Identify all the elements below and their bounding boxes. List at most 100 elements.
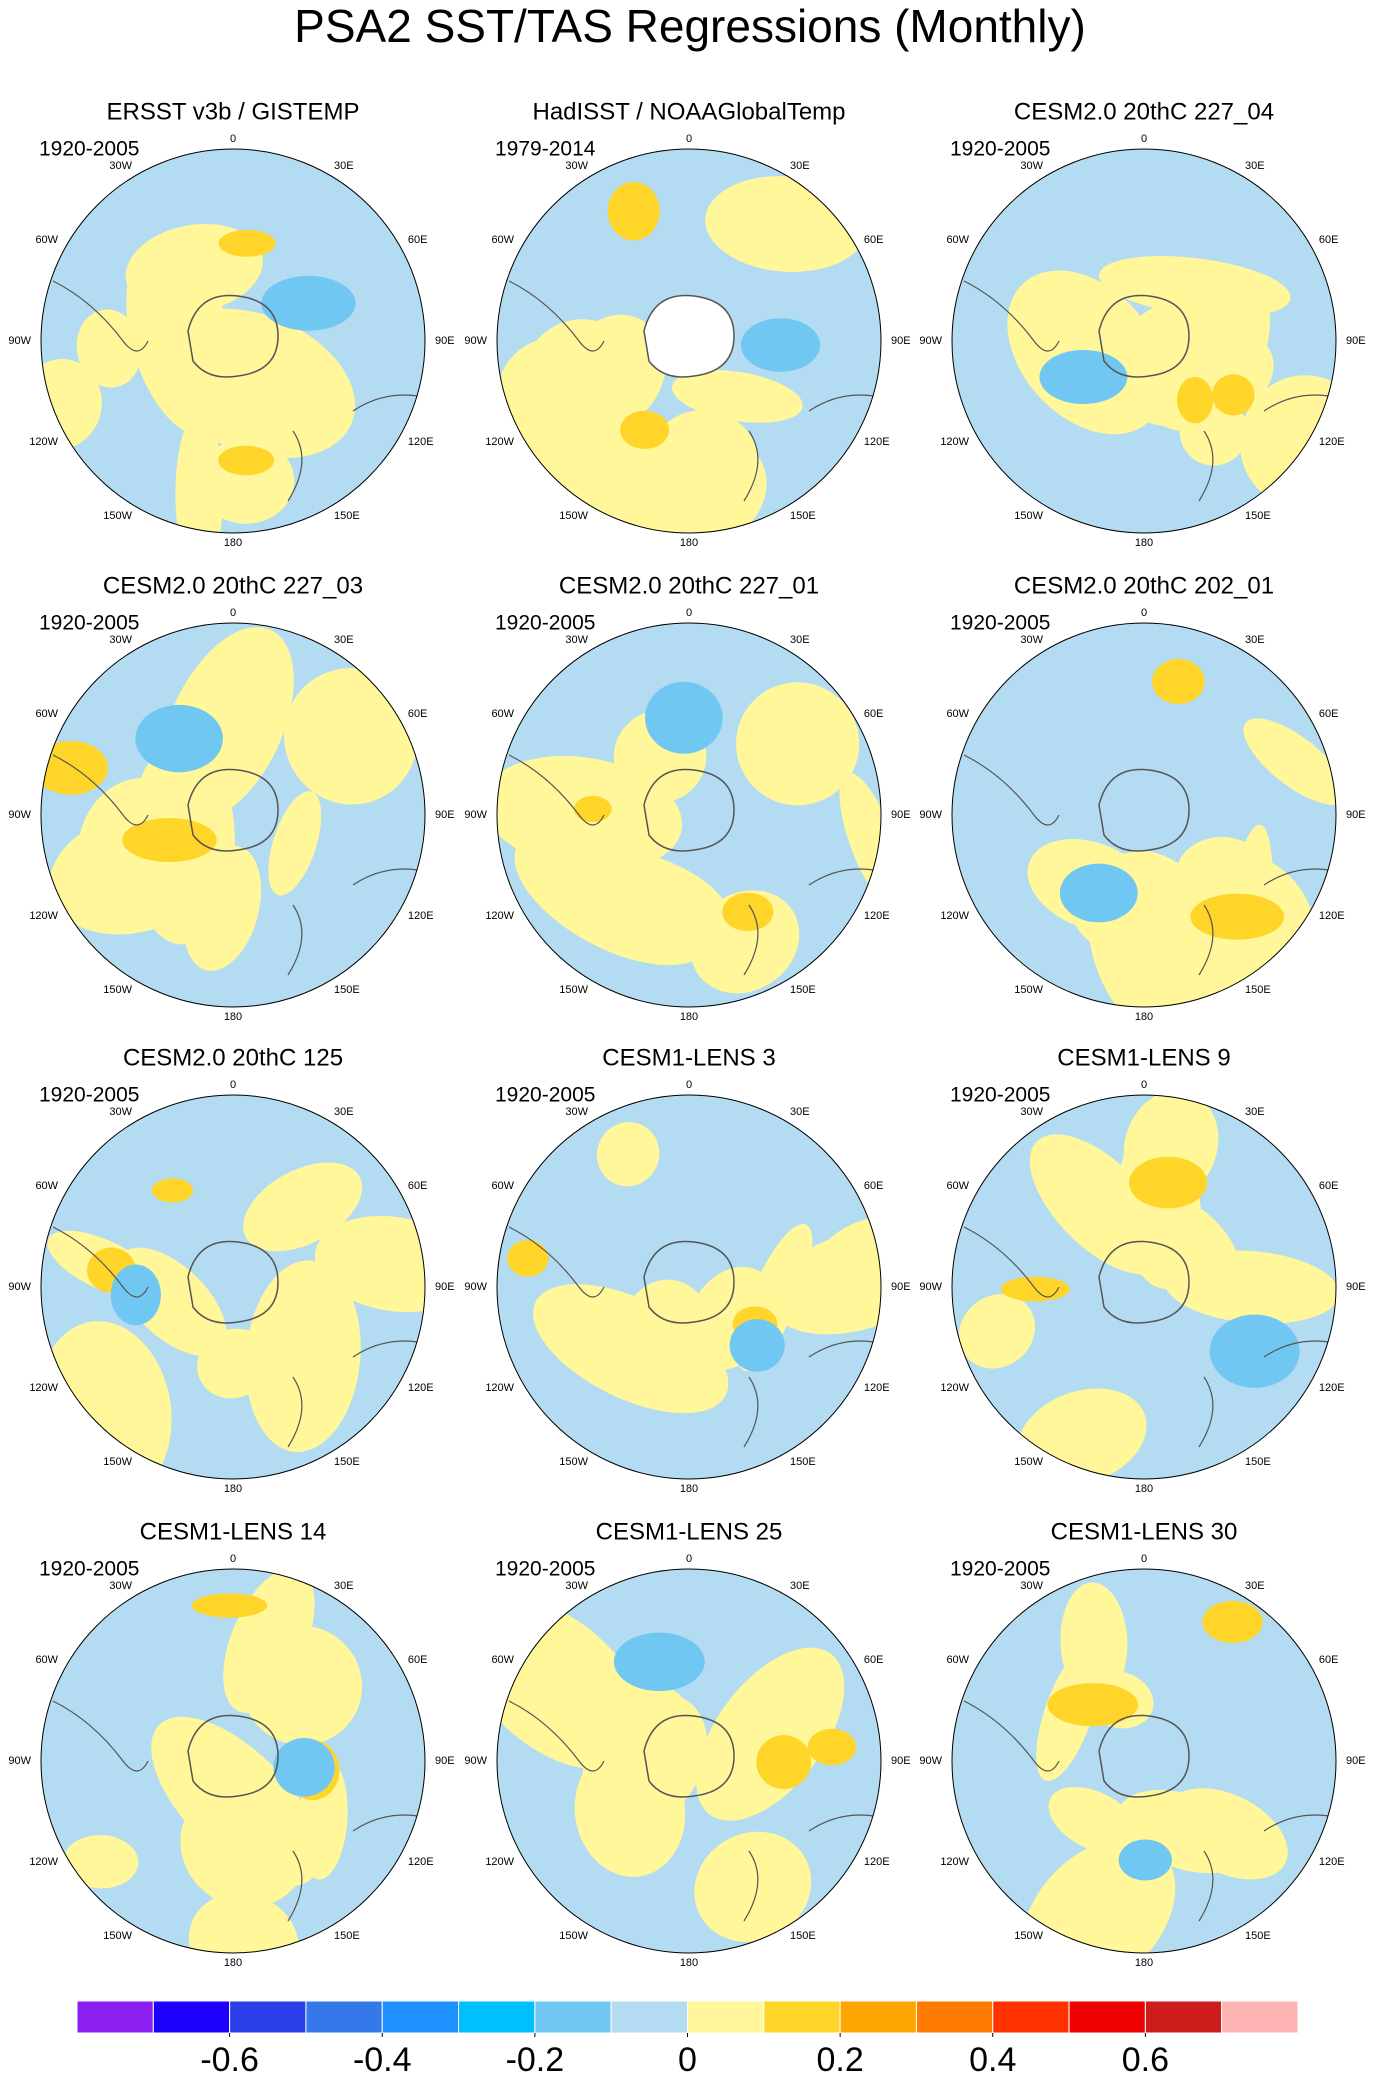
strong-warm-anomaly <box>1152 658 1205 705</box>
coastline <box>963 1700 1330 1922</box>
warm-anomaly <box>958 1294 1036 1369</box>
longitude-label: 120W <box>940 910 969 922</box>
longitude-label: 60W <box>35 1654 58 1666</box>
longitude-label: 120W <box>485 1856 514 1868</box>
longitude-label: 120E <box>1319 436 1345 448</box>
longitude-label: 120W <box>940 1856 969 1868</box>
longitude-label: 180 <box>680 537 698 549</box>
warm-anomaly <box>839 772 881 908</box>
longitude-label: 150W <box>559 1930 588 1942</box>
panel-period: 1920-2005 <box>950 1558 1050 1581</box>
strong-warm-anomaly <box>1202 1600 1263 1643</box>
antarctica <box>643 294 735 378</box>
map <box>952 1095 1336 1479</box>
cool-anomaly <box>110 1264 161 1326</box>
cool-anomaly <box>1118 1839 1172 1881</box>
map-border <box>951 1568 1337 1954</box>
antarctica <box>187 294 279 378</box>
longitude-label: 60E <box>864 708 884 720</box>
longitude-label: 150E <box>334 1456 360 1468</box>
panel-period: 1920-2005 <box>39 612 139 635</box>
longitude-label: 180 <box>1135 537 1153 549</box>
longitude-label: 60W <box>946 1654 969 1666</box>
coastline <box>508 1700 875 1922</box>
strong-warm-anomaly <box>1047 1683 1139 1727</box>
longitude-label: 90W <box>464 1281 487 1293</box>
longitude-label: 90W <box>8 335 31 347</box>
panel-period: 1920-2005 <box>39 1558 139 1581</box>
colorbar-box <box>687 2000 765 2034</box>
longitude-label: 180 <box>1135 1483 1153 1495</box>
colorbar-tick-label: -0.4 <box>353 2041 412 2079</box>
longitude-label: 90E <box>1346 809 1366 821</box>
warm-anomaly <box>63 1835 139 1889</box>
longitude-label: 150E <box>1245 1456 1271 1468</box>
panel-title: CESM1-LENS 14 <box>140 1518 327 1545</box>
cool-anomaly <box>729 1319 785 1372</box>
longitude-label: 120E <box>864 1856 890 1868</box>
longitude-label: 30W <box>565 634 588 646</box>
colorbar-box <box>1221 2000 1299 2034</box>
strong-warm-anomaly <box>191 1593 268 1618</box>
longitude-label: 150W <box>103 510 132 522</box>
longitude-label: 0 <box>686 1553 692 1565</box>
longitude-label: 90E <box>1346 1281 1366 1293</box>
colorbar-box <box>1144 2000 1223 2034</box>
longitude-label: 0 <box>230 133 236 145</box>
panel-title: CESM1-LENS 25 <box>596 1518 783 1545</box>
strong-warm-anomaly <box>218 229 276 257</box>
warm-anomaly <box>596 1122 660 1187</box>
longitude-label: 30W <box>565 1106 588 1118</box>
panel-title: CESM1-LENS 3 <box>602 1044 775 1071</box>
coastline <box>52 1226 419 1448</box>
longitude-label: 120E <box>864 436 890 448</box>
longitude-label: 120E <box>408 910 434 922</box>
map-border <box>40 622 426 1008</box>
longitude-label: 150E <box>1245 984 1271 996</box>
longitude-label: 120W <box>29 1856 58 1868</box>
antarctica <box>1098 1240 1190 1324</box>
longitude-label: 30W <box>1020 634 1043 646</box>
cool-anomaly <box>740 318 821 372</box>
longitude-label: 0 <box>686 133 692 145</box>
warm-anomaly <box>1243 718 1336 805</box>
longitude-label: 120E <box>1319 1382 1345 1394</box>
longitude-label: 60E <box>408 234 428 246</box>
map-border <box>496 1094 882 1480</box>
warm-anomaly <box>283 668 418 805</box>
warm-anomaly <box>1163 1250 1336 1324</box>
map-border <box>40 148 426 534</box>
antarctica <box>187 1714 279 1798</box>
strong-warm-anomaly <box>507 1239 549 1277</box>
longitude-label: 120W <box>485 1382 514 1394</box>
panel-title: CESM2.0 20thC 202_01 <box>1014 572 1274 599</box>
warm-anomaly <box>151 1716 321 1887</box>
panel-title: CESM1-LENS 9 <box>1057 1044 1230 1071</box>
longitude-label: 60E <box>864 1654 884 1666</box>
coastline <box>508 1226 875 1448</box>
longitude-label: 120W <box>485 910 514 922</box>
longitude-label: 60W <box>491 708 514 720</box>
strong-warm-anomaly <box>573 795 612 823</box>
colorbar-box <box>534 2000 612 2034</box>
longitude-label: 30E <box>334 634 354 646</box>
longitude-label: 30E <box>790 160 810 172</box>
coastline <box>52 754 419 976</box>
longitude-label: 180 <box>224 537 242 549</box>
longitude-label: 90E <box>435 1755 455 1767</box>
longitude-label: 30W <box>565 160 588 172</box>
warm-anomaly <box>532 846 731 954</box>
longitude-label: 120W <box>29 910 58 922</box>
longitude-label: 90W <box>8 809 31 821</box>
longitude-label: 0 <box>1141 1079 1147 1091</box>
panel-title: CESM2.0 20thC 227_04 <box>1014 98 1274 125</box>
strong-warm-anomaly <box>722 892 774 932</box>
map <box>41 149 425 533</box>
panel-period: 1920-2005 <box>950 138 1050 161</box>
longitude-label: 150W <box>1014 984 1043 996</box>
warm-anomaly <box>564 314 666 427</box>
map <box>497 623 881 1007</box>
longitude-label: 120E <box>1319 910 1345 922</box>
longitude-label: 60E <box>408 1180 428 1192</box>
coastline <box>963 754 1330 976</box>
